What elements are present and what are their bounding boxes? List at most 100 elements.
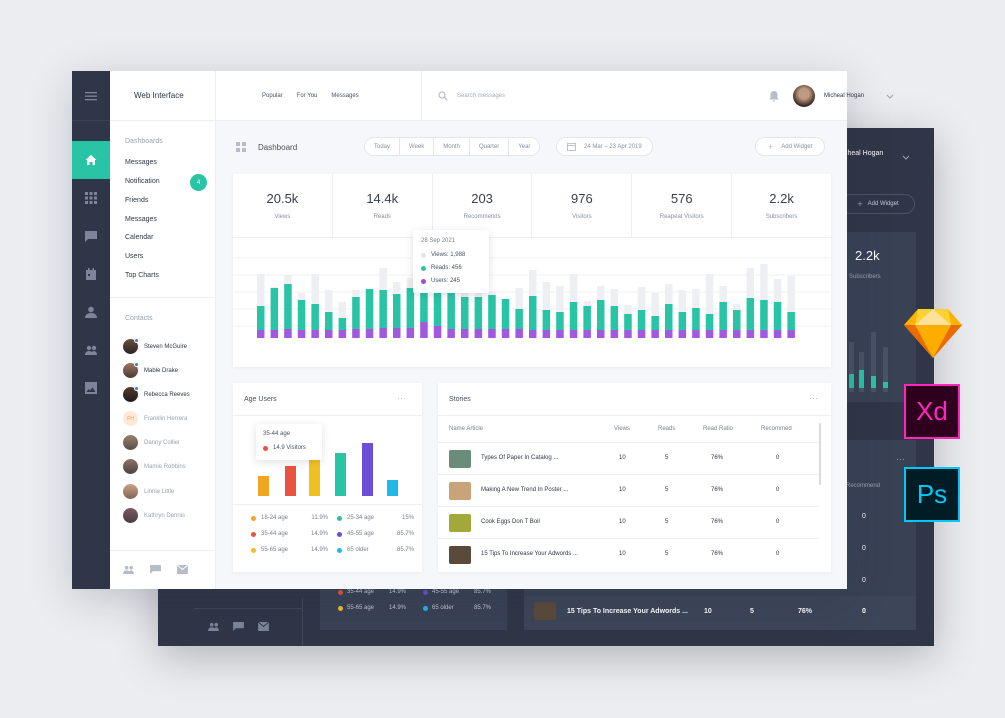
column-header[interactable]: Read Ratio	[703, 426, 734, 432]
sidebar-item-messages[interactable]: Messages	[125, 159, 157, 166]
age-bar	[335, 453, 346, 496]
column-header[interactable]: Views	[614, 426, 630, 432]
range-quarter[interactable]: Quarter	[470, 138, 510, 155]
sketch-icon	[904, 309, 962, 358]
story-views: 10	[619, 551, 626, 557]
chart-bar-reads	[325, 312, 333, 330]
user-name[interactable]: Micheal Hogan	[824, 93, 865, 99]
chevron-down-icon[interactable]	[902, 148, 910, 160]
search-input[interactable]: Search messages	[438, 90, 638, 102]
group-icon[interactable]	[123, 565, 134, 574]
xd-icon: Xd	[904, 384, 960, 439]
range-week[interactable]: Week	[400, 138, 435, 155]
story-title[interactable]: Cook Eggs Don T Boil	[481, 519, 540, 525]
age-bar	[309, 459, 320, 496]
rail-home[interactable]	[72, 141, 110, 179]
scrollbar[interactable]	[819, 423, 821, 485]
contact-item[interactable]: Mable Drake	[123, 362, 178, 379]
mail-icon[interactable]	[258, 622, 269, 631]
contact-item[interactable]: Rebecca Reeves	[123, 386, 190, 403]
contact-name: Rebecca Reeves	[144, 391, 190, 398]
dark-add-widget-button[interactable]: + Add Widget	[841, 194, 915, 214]
contact-item[interactable]: Danny Collier	[123, 434, 180, 451]
chart-bar-users	[257, 330, 265, 338]
dark-bar	[859, 370, 864, 388]
chart-bar-reads	[529, 296, 537, 330]
story-title[interactable]: Making A New Trend In Poster ...	[481, 487, 569, 493]
rail-apps[interactable]	[72, 179, 110, 217]
sidebar-item-notification[interactable]: Notification	[125, 178, 160, 185]
dark-bar	[871, 332, 876, 392]
sidebar-item-users[interactable]: Users	[125, 253, 144, 260]
stat-label: Subscribers	[765, 214, 798, 220]
range-today[interactable]: Today	[365, 138, 401, 155]
table-row[interactable]: Making A New Trend In Poster ... 10 5 76% 0	[438, 474, 819, 506]
contact-item[interactable]: Kathryn Dennis	[123, 507, 185, 524]
tab-popular[interactable]: Popular	[262, 93, 283, 99]
dark-bar	[883, 347, 888, 392]
column-header[interactable]: Recommed	[761, 426, 792, 432]
legend-dot	[421, 252, 426, 258]
rail-users[interactable]	[72, 331, 110, 369]
dark-legend-item: 65 older 85.7%	[423, 605, 491, 611]
dark-stat-panel: 2.2k Subscribers	[847, 232, 916, 402]
sidebar-item-calendar[interactable]: Calendar	[125, 234, 154, 241]
tooltip-title: 35-44 age	[263, 431, 291, 437]
contact-name: Linnie Little	[144, 488, 175, 495]
table-row[interactable]: Cook Eggs Don T Boil 10 5 76% 0	[438, 506, 819, 538]
chevron-down-icon[interactable]	[886, 92, 894, 100]
contact-item[interactable]: Mamie Robbins	[123, 458, 186, 475]
mail-icon[interactable]	[177, 565, 188, 574]
bell-icon[interactable]	[769, 91, 779, 102]
contact-item[interactable]: FH Franklin Herrera	[123, 410, 187, 427]
dark-legend-item: 45-55 age 85.7%	[423, 589, 491, 595]
tooltip-row: Views: 1,988	[421, 252, 465, 258]
dark-user-name[interactable]: cheal Hogan	[844, 150, 884, 157]
table-row[interactable]: 15 Tips To Increase Your Adwords ... 10 5 7…	[438, 538, 819, 570]
story-views: 10	[619, 487, 626, 493]
column-header[interactable]: Name Article	[449, 426, 484, 432]
sidebar-item-messages[interactable]: Messages	[125, 216, 157, 223]
range-month[interactable]: Month	[434, 138, 470, 155]
chart-bar-users	[325, 330, 333, 338]
chat-icon[interactable]	[150, 565, 161, 574]
date-range-picker[interactable]: 24 Mar – 23 Apr 2019	[556, 137, 653, 156]
app-window: Web Interface Dashboards Messages Notifi…	[72, 71, 894, 589]
group-icon[interactable]	[208, 622, 219, 631]
contact-item[interactable]: Steven McGuire	[123, 338, 187, 355]
add-widget-button[interactable]: + Add Widget	[755, 137, 826, 156]
table-row[interactable]: Types Of Paper In Catalog ... 10 5 76% 0	[438, 442, 819, 474]
chart-bar-reads	[610, 306, 619, 330]
avatar[interactable]	[793, 85, 815, 107]
avatar	[123, 435, 138, 450]
dark-story-recommend: 0	[862, 608, 866, 615]
avatar	[123, 338, 139, 354]
rail-images[interactable]	[72, 369, 110, 407]
dark-story-row[interactable]: 15 Tips To Increase Your Adwords ... 10 …	[524, 596, 916, 630]
contact-item[interactable]: Linnie Little	[123, 483, 174, 500]
more-icon[interactable]: ···	[397, 393, 406, 403]
menu-button[interactable]	[72, 77, 110, 115]
chart-bar-users	[393, 328, 401, 338]
legend-item: 65 older 85.7%	[337, 547, 414, 553]
stat-tile: 203 Recommends	[433, 174, 533, 238]
sidebar-item-top-charts[interactable]: Top Charts	[125, 272, 159, 279]
range-year[interactable]: Year	[518, 143, 531, 150]
chat-icon[interactable]	[233, 622, 244, 631]
chart-bar-reads	[515, 309, 523, 329]
sidebar-item-friends[interactable]: Friends	[125, 197, 149, 204]
tab-messages[interactable]: Messages	[331, 93, 359, 99]
tab-for-you[interactable]: For You	[296, 93, 318, 99]
rail-profile[interactable]	[72, 293, 110, 331]
chart-bar-reads	[393, 294, 401, 328]
rail-messages[interactable]	[72, 217, 110, 255]
dashboard-icon	[236, 142, 246, 152]
more-icon[interactable]: ···	[809, 393, 818, 403]
story-title[interactable]: 15 Tips To Increase Your Adwords ...	[481, 551, 578, 557]
chart-bar-users	[365, 329, 374, 338]
stat-tile: 2.2k Subscribers	[732, 174, 831, 238]
story-title[interactable]: Types Of Paper In Catalog ...	[481, 455, 559, 461]
column-header[interactable]: Reads	[658, 426, 676, 432]
rail-calendar[interactable]	[72, 255, 110, 293]
dark-more-icon[interactable]: ···	[896, 454, 905, 464]
